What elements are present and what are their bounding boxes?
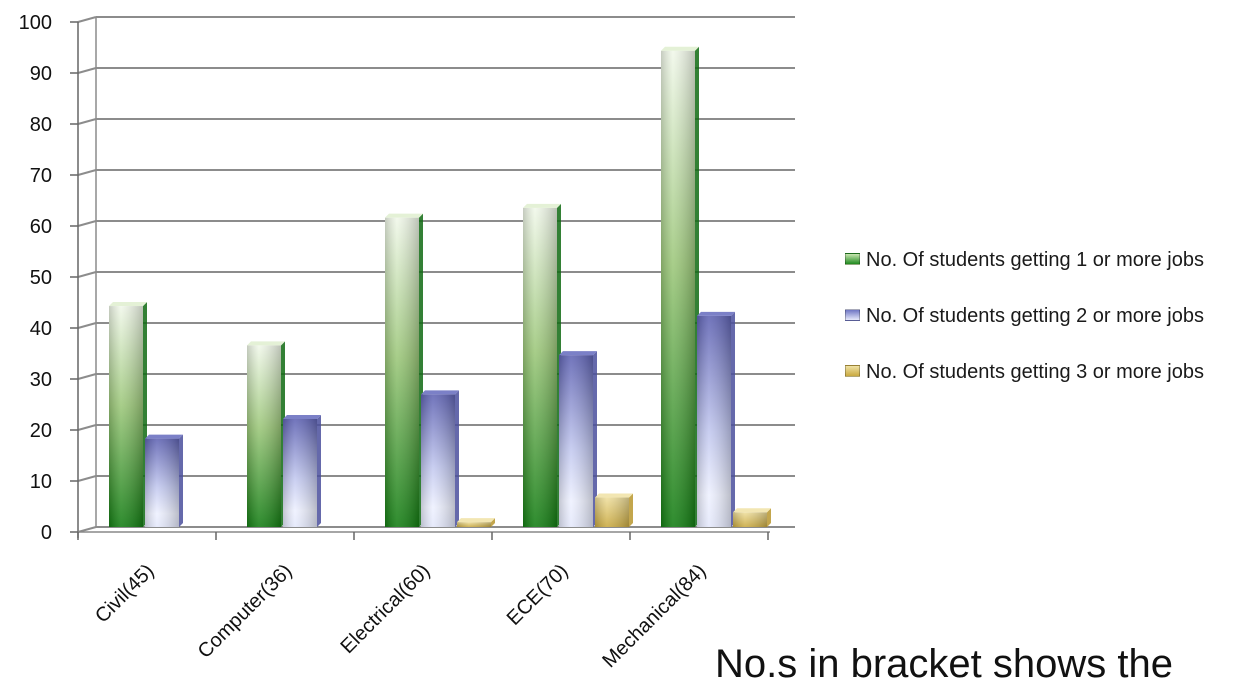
gridline-depth bbox=[77, 526, 97, 533]
bar bbox=[145, 434, 183, 527]
y-tick-label: 60 bbox=[30, 216, 52, 238]
legend: No. Of students getting 1 or more jobs N… bbox=[845, 246, 1230, 414]
bar-side bbox=[731, 311, 735, 527]
bar bbox=[595, 493, 633, 527]
bar-side bbox=[593, 351, 597, 527]
legend-swatch-series-3 bbox=[845, 365, 860, 377]
bar-top bbox=[385, 213, 423, 218]
gridline-depth bbox=[77, 475, 97, 482]
bar-top bbox=[247, 341, 285, 346]
legend-swatch-series-1 bbox=[845, 253, 860, 265]
gridline-depth bbox=[77, 16, 97, 23]
legend-item-series-2: No. Of students getting 2 or more jobs bbox=[845, 302, 1230, 330]
bar-top bbox=[733, 508, 771, 513]
x-tick-label: ECE(70) bbox=[503, 560, 573, 630]
bar-shade bbox=[661, 50, 695, 527]
y-tick-label: 50 bbox=[30, 267, 52, 289]
bar bbox=[283, 414, 321, 527]
bar-top bbox=[595, 493, 633, 498]
bar-shade bbox=[523, 207, 557, 527]
bar-top bbox=[559, 351, 597, 356]
y-tick-label: 0 bbox=[41, 522, 52, 544]
y-tick-label: 10 bbox=[30, 471, 52, 493]
bar-top bbox=[283, 414, 321, 419]
bar-shade bbox=[697, 315, 731, 527]
x-tick-label: Electrical(60) bbox=[336, 560, 434, 658]
legend-label-series-2: No. Of students getting 2 or more jobs bbox=[866, 305, 1204, 327]
bar-top bbox=[661, 46, 699, 51]
bar-shade bbox=[559, 355, 593, 527]
bar-shade bbox=[385, 217, 419, 528]
bar bbox=[109, 302, 147, 527]
legend-item-series-1: No. Of students getting 1 or more jobs bbox=[845, 246, 1230, 274]
bar-top bbox=[109, 302, 147, 307]
y-tick-label: 80 bbox=[30, 114, 52, 136]
bar bbox=[523, 203, 561, 527]
gridline-depth bbox=[77, 220, 97, 227]
bar bbox=[661, 46, 699, 527]
bar-shade bbox=[421, 394, 455, 527]
bar bbox=[733, 508, 771, 527]
bar-shade bbox=[145, 438, 179, 527]
bar-shade bbox=[109, 306, 143, 527]
bar bbox=[421, 390, 459, 527]
bar-side bbox=[179, 434, 183, 527]
y-tick-label: 70 bbox=[30, 165, 52, 187]
bar bbox=[247, 341, 285, 527]
bar-shade bbox=[457, 522, 491, 527]
bar-side bbox=[317, 414, 321, 527]
x-tick-label: Computer(36) bbox=[194, 560, 297, 663]
legend-swatch-series-2 bbox=[845, 309, 860, 321]
x-tick-label: Mechanical(84) bbox=[598, 560, 710, 672]
legend-item-series-3: No. Of students getting 3 or more jobs bbox=[845, 358, 1230, 386]
gridline-depth bbox=[77, 271, 97, 278]
y-tick-label: 40 bbox=[30, 318, 52, 340]
bar-shade bbox=[595, 497, 629, 527]
axes bbox=[70, 17, 770, 540]
gridline-depth bbox=[77, 424, 97, 431]
bar-top bbox=[697, 311, 735, 316]
y-tick-label: 100 bbox=[19, 12, 52, 34]
bar bbox=[457, 518, 495, 527]
bar bbox=[559, 351, 597, 527]
bar-side bbox=[491, 518, 495, 527]
bar-top bbox=[145, 434, 183, 439]
bar bbox=[697, 311, 735, 527]
gridline-depth bbox=[77, 322, 97, 329]
legend-label-series-1: No. Of students getting 1 or more jobs bbox=[866, 249, 1204, 271]
bars bbox=[109, 46, 771, 528]
y-tick-label: 20 bbox=[30, 420, 52, 442]
bar-shade bbox=[247, 345, 281, 527]
gridline-depth bbox=[77, 67, 97, 74]
bar-side bbox=[455, 390, 459, 527]
bar bbox=[385, 213, 423, 528]
y-tick-label: 30 bbox=[30, 369, 52, 391]
gridline-depth bbox=[77, 373, 97, 380]
legend-label-series-3: No. Of students getting 3 or more jobs bbox=[866, 361, 1204, 383]
bar-shade bbox=[733, 512, 767, 527]
bar-top bbox=[457, 518, 495, 523]
y-tick-label: 90 bbox=[30, 63, 52, 85]
bar-side bbox=[767, 508, 771, 527]
bar-shade bbox=[283, 418, 317, 527]
footnote-text: No.s in bracket shows the bbox=[715, 642, 1173, 686]
bar-top bbox=[421, 390, 459, 395]
gridline-depth bbox=[77, 169, 97, 176]
bar-top bbox=[523, 203, 561, 208]
bar-side bbox=[629, 493, 633, 527]
gridline-depth bbox=[77, 118, 97, 125]
x-tick-label: Civil(45) bbox=[91, 560, 158, 627]
